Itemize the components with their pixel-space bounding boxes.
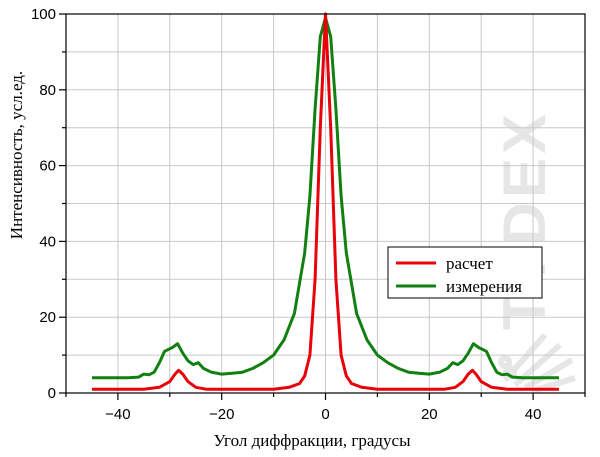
watermark-logo-icon <box>498 333 576 393</box>
y-tick-label: 0 <box>48 385 56 402</box>
y-tick-label: 80 <box>39 82 56 99</box>
y-axis-title: Интенсивность, усл.ед. <box>7 71 26 239</box>
x-tick-label: −20 <box>209 406 234 423</box>
x-axis-title: Угол диффракции, градусы <box>213 431 411 450</box>
legend-label-izmerenie: измерения <box>446 277 522 296</box>
y-tick-label: 40 <box>39 233 56 250</box>
x-tick-label: 0 <box>321 406 329 423</box>
grid <box>65 13 586 394</box>
x-tick-label: 40 <box>525 406 542 423</box>
axis-ticks <box>59 13 586 400</box>
legend: расчет измерения <box>387 246 543 299</box>
x-tick-label: 20 <box>421 406 438 423</box>
legend-box <box>387 246 543 299</box>
y-tick-label: 100 <box>31 6 56 23</box>
tick-labels: −40 −20 0 20 40 0 20 40 60 80 100 <box>31 6 541 423</box>
y-tick-label: 60 <box>39 158 56 175</box>
legend-label-raschet: расчет <box>446 254 493 273</box>
y-tick-label: 20 <box>39 309 56 326</box>
x-tick-label: −40 <box>105 406 130 423</box>
